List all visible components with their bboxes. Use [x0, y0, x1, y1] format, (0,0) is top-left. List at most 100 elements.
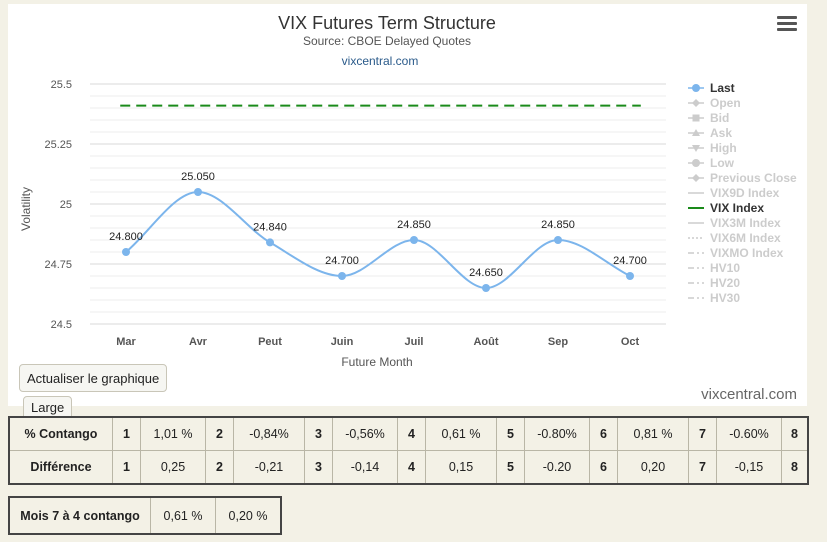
month-number-cell: 7 [688, 416, 717, 451]
month-number-cell: 2 [205, 416, 234, 451]
month-number-cell: 3 [304, 450, 333, 485]
data-label: 24.650 [469, 267, 503, 279]
legend-item[interactable]: VIX3M Index [688, 216, 781, 230]
legend-label: VIX6M Index [710, 231, 781, 245]
x-tick-label: Peut [258, 336, 282, 348]
legend-marker [692, 114, 700, 122]
chart-title: VIX Futures Term Structure [278, 13, 496, 33]
month-number-cell: 6 [589, 450, 618, 485]
data-point[interactable] [554, 236, 562, 244]
data-point[interactable] [122, 248, 130, 256]
legend-item[interactable]: VIX Index [688, 201, 764, 215]
table-cell: 0,25 [140, 450, 206, 485]
legend-label: Last [710, 81, 735, 95]
data-label: 24.800 [109, 231, 143, 243]
legend-label: HV30 [710, 291, 740, 305]
table-cell: -0.60% [716, 416, 782, 451]
data-point[interactable] [626, 272, 634, 280]
grid-layer [90, 83, 666, 325]
table-cell: 0,20 % [215, 496, 282, 535]
data-label: 25.050 [181, 171, 215, 183]
y-tick-label: 25 [60, 199, 72, 211]
month-number-cell: 5 [496, 450, 525, 485]
chart-credit[interactable]: vixcentral.com [701, 386, 797, 403]
row-label: % Contango [8, 416, 113, 451]
legend-label: VIXMO Index [710, 246, 784, 260]
hamburger-icon-bar [777, 28, 797, 31]
month-number-cell: 1 [112, 416, 141, 451]
data-point[interactable] [410, 236, 418, 244]
month-number-cell: 1 [112, 450, 141, 485]
table-cell: -0,56% [332, 416, 398, 451]
chart-panel: VIX Futures Term Structure Source: CBOE … [8, 4, 807, 406]
table-cell: -0,84% [233, 416, 305, 451]
table-cell: 0,61 % [150, 496, 216, 535]
data-label: 24.850 [397, 219, 431, 231]
table-cell: -0,14 [332, 450, 398, 485]
hamburger-icon-bar [777, 22, 797, 25]
row-label: Mois 7 à 4 contango [8, 496, 151, 535]
legend-marker [692, 145, 700, 152]
month-number-cell: 3 [304, 416, 333, 451]
table-cell: 0,61 % [425, 416, 497, 451]
x-axis-label: Future Month [341, 355, 412, 369]
refresh-chart-button[interactable]: Actualiser le graphique [19, 364, 168, 392]
y-tick-label: 24.75 [44, 259, 72, 271]
legend-label: Low [710, 156, 735, 170]
legend-item[interactable]: Low [688, 156, 735, 170]
x-axis: Mar Avr Peut Juin Juil Août Sep Oct [116, 336, 639, 348]
legend-item[interactable]: Bid [688, 111, 729, 125]
table-cell: -0,21 [233, 450, 305, 485]
data-point[interactable] [338, 272, 346, 280]
legend-label: VIX9D Index [710, 186, 780, 200]
legend-label: HV20 [710, 276, 740, 290]
legend-label: Ask [710, 126, 732, 140]
legend-item[interactable]: HV10 [688, 261, 740, 275]
x-tick-label: Juil [405, 336, 424, 348]
y-tick-label: 25.25 [44, 139, 72, 151]
legend-label: Previous Close [710, 171, 797, 185]
legend-item[interactable]: HV20 [688, 276, 740, 290]
x-tick-label: Juin [331, 336, 354, 348]
legend-item[interactable]: Ask [688, 126, 732, 140]
legend-item[interactable]: VIX6M Index [688, 231, 781, 245]
legend-item[interactable]: HV30 [688, 291, 740, 305]
month-number-cell: 8 [781, 416, 809, 451]
data-point[interactable] [482, 284, 490, 292]
legend-marker [692, 129, 700, 136]
month-7-4-contango-table: Mois 7 à 4 contango 0,61 % 0,20 % [8, 496, 282, 535]
legend-label: Open [710, 96, 741, 110]
chart-subtitle: Source: CBOE Delayed Quotes [303, 34, 471, 48]
month-number-cell: 5 [496, 416, 525, 451]
data-point[interactable] [266, 238, 274, 247]
legend-item[interactable]: Last [688, 81, 735, 95]
chart-menu-button[interactable] [777, 16, 797, 32]
legend-label: Bid [710, 111, 729, 125]
x-tick-label: Sep [548, 336, 568, 348]
table-cell: -0.80% [524, 416, 590, 451]
legend-marker [692, 99, 700, 107]
month-number-cell: 6 [589, 416, 618, 451]
legend-item[interactable]: VIX9D Index [688, 186, 780, 200]
legend-item[interactable]: Previous Close [688, 171, 797, 185]
table-cell: -0.20 [524, 450, 590, 485]
legend-item[interactable]: VIXMO Index [688, 246, 784, 260]
table-row: Différence 1 0,25 2 -0,21 3 -0,14 4 0,15 5 -0.20 6 0… [8, 450, 809, 485]
table-cell: -0,15 [716, 450, 782, 485]
table-row: % Contango 1 1,01 % 2 -0,84% 3 -0,56% 4 0,61 % 5-… [8, 416, 809, 451]
data-point[interactable] [194, 188, 202, 196]
legend-item[interactable]: Open [688, 96, 741, 110]
x-tick-label: Août [473, 336, 498, 348]
table-row: Mois 7 à 4 contango 0,61 % 0,20 % [8, 496, 282, 535]
chart-subtitle-link[interactable]: vixcentral.com [342, 54, 419, 68]
legend-item[interactable]: High [688, 141, 737, 155]
y-axis-label: Volatility [19, 187, 33, 231]
x-tick-label: Avr [189, 336, 208, 348]
y-tick-label: 25.5 [51, 79, 72, 91]
month-number-cell: 7 [688, 450, 717, 485]
month-number-cell: 8 [781, 450, 809, 485]
month-number-cell: 4 [397, 416, 426, 451]
y-axis: 25.5 25.25 25 24.75 24.5 [44, 79, 72, 331]
y-tick-label: 24.5 [51, 319, 72, 331]
